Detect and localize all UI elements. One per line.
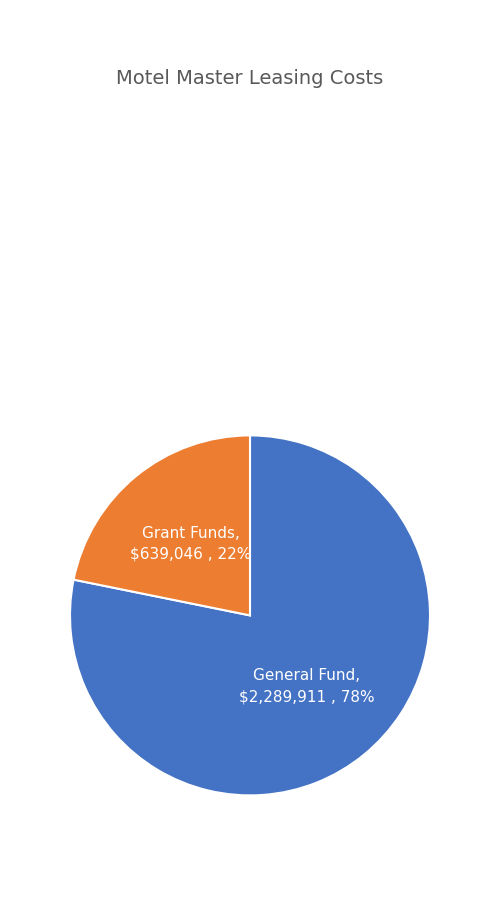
Text: Motel Master Leasing Costs: Motel Master Leasing Costs <box>116 69 384 87</box>
Text: General Fund,
$2,289,911 , 78%: General Fund, $2,289,911 , 78% <box>239 667 375 703</box>
Wedge shape <box>70 436 430 796</box>
Text: Grant Funds,
$639,046 , 22%: Grant Funds, $639,046 , 22% <box>130 526 252 562</box>
Wedge shape <box>74 436 250 616</box>
